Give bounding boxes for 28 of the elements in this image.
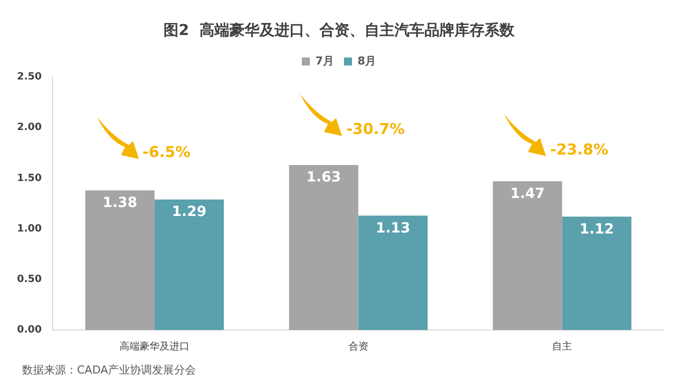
data-label: 1.29	[172, 204, 206, 220]
chart-title: 图2 高端豪华及进口、合资、自主汽车品牌库存系数	[164, 20, 516, 39]
bar	[85, 190, 155, 330]
x-tick-label: 高端豪华及进口	[120, 340, 190, 353]
x-tick-label: 合资	[348, 340, 368, 353]
annotation: -30.7%	[346, 120, 405, 138]
bar	[492, 181, 562, 330]
bar	[358, 216, 428, 330]
data-label: 1.63	[306, 170, 341, 186]
annotation: -6.5%	[142, 142, 190, 161]
y-tick-label: 2.00	[16, 122, 42, 134]
bar	[154, 199, 224, 330]
annotation: -23.8%	[550, 140, 608, 158]
data-label: 1.47	[510, 186, 545, 202]
bar	[289, 165, 358, 330]
y-tick-label: 2.50	[16, 72, 42, 83]
bar	[562, 216, 632, 330]
legend-label: 7月	[315, 54, 334, 68]
x-tick-label: 自主	[552, 340, 572, 353]
y-tick-label: 0.50	[16, 274, 42, 285]
y-tick-label: 1.50	[16, 172, 42, 184]
data-label: 1.12	[579, 221, 614, 238]
y-tick-label: 0.00	[16, 324, 42, 336]
source-note: 数据来源：CADA产业协调发展分会	[22, 363, 196, 376]
data-label: 1.13	[376, 220, 410, 236]
y-tick-label: 1.00	[16, 223, 42, 234]
data-label: 1.38	[102, 194, 138, 211]
legend-label: 8月	[358, 54, 376, 68]
